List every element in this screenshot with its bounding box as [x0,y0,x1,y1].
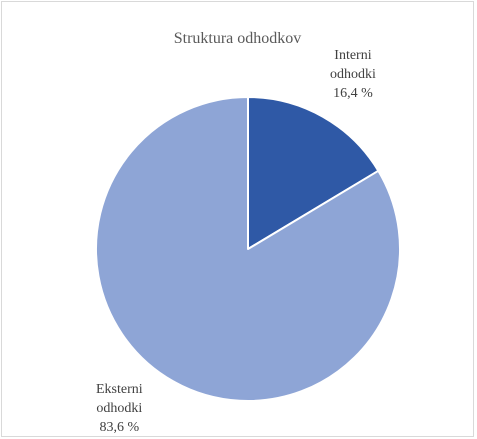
slice-value-label: 16,4 % [333,86,373,101]
slice-name-line-1: Eksterni [96,382,143,397]
pie-slice-interni [247,96,380,250]
slice-value-label: 83,6 % [99,420,140,435]
data-label-interni: Interni odhodki 16,4 % [330,46,376,103]
slice-name-line-2: odhodki [96,401,143,416]
data-label-eksterni: Eksterni odhodki 83,6 % [96,380,143,436]
slice-name-line-2: odhodki [330,67,376,82]
pie-slice-eksterni [95,96,401,402]
slice-name-line-1: Interni [334,48,372,63]
chart-title: Struktura odhodkov [173,30,302,47]
